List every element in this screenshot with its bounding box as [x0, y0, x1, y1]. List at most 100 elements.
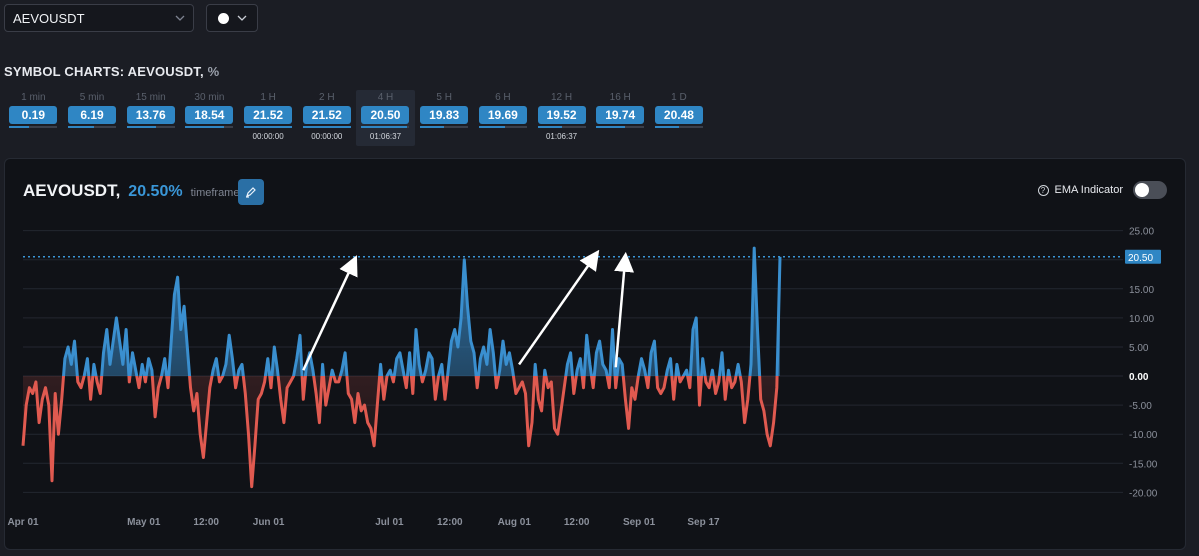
timeframe-label: 16 H — [609, 92, 631, 103]
section-title: SYMBOL CHARTS: AEVOUSDT, % — [4, 64, 219, 79]
timeframe-value: 20.48 — [654, 106, 703, 124]
timeframe-progress-fill — [68, 126, 95, 128]
timeframe-value: 19.83 — [420, 106, 469, 124]
timeframe-label: 15 min — [135, 92, 166, 103]
timeframe-label: 4 H — [377, 92, 394, 103]
x-tick-label: Apr 01 — [7, 517, 39, 528]
timeframe-progress-fill — [302, 126, 351, 128]
annotation-arrow — [302, 255, 358, 371]
section-title-text: SYMBOL CHARTS: AEVOUSDT, — [4, 64, 204, 79]
pen-icon — [246, 187, 256, 198]
timeframe-progress — [68, 126, 117, 128]
color-dot-icon — [217, 12, 229, 24]
timeframe-countdown: 00:00:00 — [252, 132, 284, 141]
timeframe-progress-fill — [654, 126, 679, 128]
toolbar: AEVOUSDT — [4, 4, 258, 32]
timeframe-progress — [478, 126, 527, 128]
chevron-down-icon — [237, 13, 247, 24]
timeframe-cell[interactable]: 1 D 20.48 — [650, 90, 709, 146]
timeframe-cell[interactable]: 15 min 13.76 — [121, 90, 180, 146]
ema-toggle[interactable] — [1133, 181, 1167, 199]
timeframe-progress-fill — [537, 126, 562, 128]
symbol-select[interactable]: AEVOUSDT — [4, 4, 194, 32]
timeframe-cell[interactable]: 16 H 19.74 — [591, 90, 650, 146]
timeframe-progress — [420, 126, 469, 128]
timeframe-value: 21.52 — [244, 106, 293, 124]
x-tick-label: Sep 17 — [687, 517, 720, 528]
timeframe-label: 6 H — [495, 92, 511, 103]
timeframe-value: 18.54 — [185, 106, 234, 124]
timeframe-cell[interactable]: 5 min 6.19 — [63, 90, 122, 146]
timeframe-value: 13.76 — [126, 106, 175, 124]
timeframe-progress-fill — [185, 126, 224, 128]
timeframe-value: 0.19 — [9, 106, 58, 124]
timeframe-label: 1 D — [671, 92, 687, 103]
timeframe-progress — [9, 126, 58, 128]
y-tick-label: 0.00 — [1129, 372, 1149, 383]
current-value-badge — [1125, 249, 1161, 264]
timeframe-label: 12 H — [550, 92, 573, 103]
x-tick-label: Aug 01 — [498, 517, 532, 528]
timeframe-progress — [244, 126, 293, 128]
x-tick-label: Jun 01 — [253, 517, 285, 528]
section-title-unit: % — [207, 64, 220, 79]
timeframe-countdown: 01:06:37 — [369, 132, 402, 141]
timeframe-value: 21.52 — [302, 106, 351, 124]
timeframe-cell[interactable]: 1 min 0.19 — [4, 90, 63, 146]
timeframe-label: 5 H — [436, 92, 452, 103]
timeframe-cell[interactable]: 12 H 19.52 01:06:37 — [532, 90, 591, 146]
y-tick-label: 5.00 — [1129, 343, 1149, 354]
y-tick-label: 15.00 — [1129, 285, 1154, 296]
timeframe-value: 19.69 — [478, 106, 527, 124]
x-tick-label: 12:00 — [193, 517, 219, 528]
toggle-knob — [1135, 183, 1149, 197]
x-tick-label: Sep 01 — [623, 517, 656, 528]
price-chart[interactable]: 25.0020.0015.0010.005.000.00-5.00-10.00-… — [5, 159, 1187, 551]
timeframe-cell[interactable]: 6 H 19.69 — [474, 90, 533, 146]
annotation-arrow — [518, 249, 600, 366]
y-tick-label: -10.00 — [1129, 430, 1158, 441]
timeframe-progress-fill — [596, 126, 626, 128]
timeframe-progress-fill — [126, 126, 156, 128]
chart-symbol: AEVOUSDT, — [23, 181, 121, 200]
x-tick-label: May 01 — [127, 517, 161, 528]
timeframe-label: 2 H — [319, 92, 335, 103]
timeframe-progress — [185, 126, 234, 128]
ema-label: EMA Indicator — [1054, 184, 1123, 196]
current-value-label: 20.50 — [1128, 253, 1153, 264]
timeframe-progress — [302, 126, 351, 128]
color-select[interactable] — [206, 4, 258, 32]
timeframe-progress — [596, 126, 645, 128]
timeframe-cell[interactable]: 5 H 19.83 — [415, 90, 474, 146]
x-tick-label: Jul 01 — [375, 517, 404, 528]
timeframe-label: 1 min — [21, 92, 46, 103]
chart-panel: AEVOUSDT, 20.50% timeframe: 4 H ? EMA In… — [4, 158, 1186, 550]
timeframe-value: 20.50 — [361, 106, 410, 124]
timeframe-cell[interactable]: 1 H 21.52 00:00:00 — [239, 90, 298, 146]
timeframe-label: 30 min — [194, 92, 225, 103]
chevron-down-icon — [175, 13, 185, 24]
x-tick-label: 12:00 — [564, 517, 590, 528]
y-tick-label: 25.00 — [1129, 227, 1154, 238]
symbol-select-value: AEVOUSDT — [13, 10, 85, 26]
chart-current-value: 20.50% — [128, 183, 183, 200]
timeframe-label: 5 min — [79, 92, 105, 103]
timeframe-progress — [126, 126, 175, 128]
timeframe-countdown: 00:00:00 — [311, 132, 343, 141]
y-tick-label: 10.00 — [1129, 314, 1154, 325]
timeframe-cell[interactable]: 4 H 20.50 01:06:37 — [356, 90, 415, 146]
help-icon[interactable]: ? — [1037, 184, 1049, 196]
timeframe-progress — [361, 126, 410, 128]
timeframe-progress-fill — [9, 126, 29, 128]
timeframe-progress-fill — [361, 126, 408, 128]
timeframe-progress — [654, 126, 703, 128]
draw-tool-button[interactable] — [238, 179, 264, 205]
timeframe-cell[interactable]: 2 H 21.52 00:00:00 — [297, 90, 356, 146]
y-tick-label: -20.00 — [1129, 488, 1158, 499]
timeframe-value: 19.74 — [596, 106, 645, 124]
annotation-arrow — [614, 251, 635, 368]
timeframe-label: 1 H — [260, 92, 276, 103]
y-tick-label: -5.00 — [1129, 401, 1152, 412]
timeframe-cell[interactable]: 30 min 18.54 — [180, 90, 239, 146]
y-tick-label: -15.00 — [1129, 459, 1158, 470]
